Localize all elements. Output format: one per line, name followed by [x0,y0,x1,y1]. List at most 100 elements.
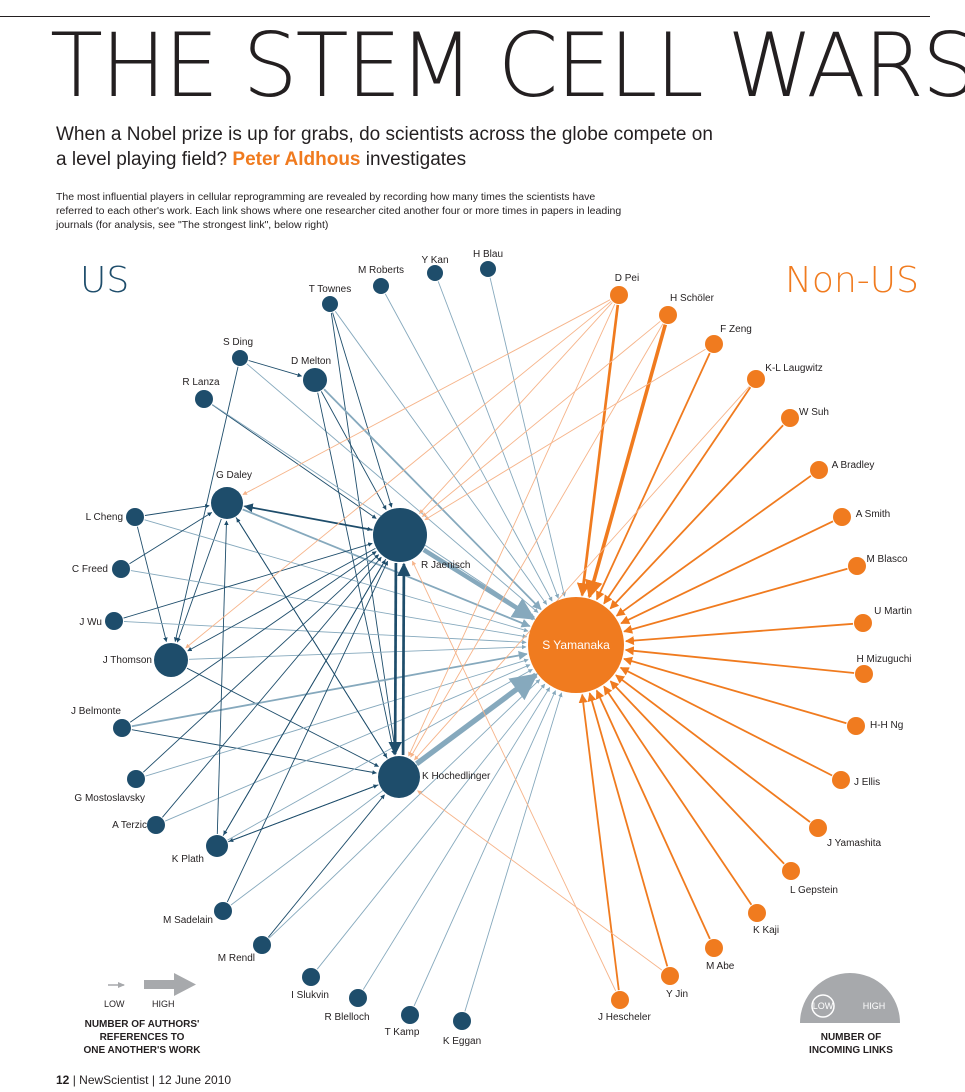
node-label-dpei: D Pei [615,273,639,284]
node-hblau[interactable] [480,261,496,277]
link-kllaugwitz-to-khochedlinger [414,386,750,761]
link-mabe-to-syamanaka [595,689,711,940]
legend-link-weight: LOW HIGH NUMBER OF AUTHORS' REFERENCES T… [83,973,201,1056]
link-jwu-to-syamanaka [123,621,527,645]
node-mroberts[interactable] [373,278,389,294]
link-aterzic-to-rjaenisch [162,556,382,818]
link-rlanza-to-syamanaka [212,404,535,618]
node-label-asmith: A Smith [856,509,890,520]
node-fzeng[interactable] [705,335,723,353]
link-tkamp-to-syamanaka [413,690,556,1007]
node-label-keggan: K Eggan [443,1036,481,1047]
link-rjaenisch-to-gdaley [243,503,373,531]
node-syamanaka[interactable] [528,597,624,693]
node-rblelloch[interactable] [349,989,367,1007]
node-label-dmelton: D Melton [291,356,331,367]
link-dpei-to-jthomson [185,300,612,649]
legend-low-arrowhead [118,982,125,988]
node-mrendl[interactable] [253,936,271,954]
node-islukvin[interactable] [302,968,320,986]
node-rlanza[interactable] [195,390,213,408]
node-tkamp[interactable] [401,1006,419,1024]
issue-date: 12 June 2010 [158,1073,232,1087]
link-khochedlinger-to-syamanaka [414,672,539,766]
node-umartin[interactable] [854,614,872,632]
link-cfreed-to-gdaley [129,512,213,565]
node-kllaugwitz[interactable] [747,370,765,388]
node-ttownes[interactable] [322,296,338,312]
link-dpei-to-rjaenisch [419,302,613,514]
subtitle-text: When a Nobel prize is up for grabs, do s… [56,124,713,170]
node-rjaenisch[interactable] [373,508,427,562]
node-label-umartin: U Martin [874,606,912,617]
node-label-mroberts: M Roberts [358,265,404,276]
link-jwu-to-rjaenisch [123,542,373,619]
node-jwu[interactable] [105,612,123,630]
node-jellis[interactable] [832,771,850,789]
link-mrendl-to-khochedlinger [267,794,385,938]
node-label-ttownes: T Townes [309,284,351,295]
node-kkaji[interactable] [748,904,766,922]
node-label-jyamashita: J Yamashita [827,838,882,849]
node-asmith[interactable] [833,508,851,526]
node-jyamashita[interactable] [809,819,827,837]
node-khochedlinger[interactable] [378,756,420,798]
node-jbelmonte[interactable] [113,719,131,737]
node-kplath[interactable] [206,835,228,857]
legend-node-high: HIGH [863,1001,886,1011]
node-wsuh[interactable] [781,409,799,427]
node-cfreed[interactable] [112,560,130,578]
node-gmostoslavsky[interactable] [127,770,145,788]
node-hhng[interactable] [847,717,865,735]
link-hblau-to-syamanaka [489,277,566,597]
link-jyamashita-to-syamanaka [615,674,811,823]
node-yjin[interactable] [661,967,679,985]
link-sding-to-dmelton [248,360,303,378]
link-lcheng-to-gdaley [144,504,210,516]
node-mabe[interactable] [705,939,723,957]
node-label-msadelain: M Sadelain [163,915,213,926]
link-yjin-to-khochedlinger [417,790,663,971]
legend-high-arrow [144,980,176,989]
node-label-mrendl: M Rendl [218,953,255,964]
node-hscholer[interactable] [659,306,677,324]
link-islukvin-to-syamanaka [316,683,546,970]
link-hhng-to-syamanaka [623,656,847,725]
node-ykan[interactable] [427,265,443,281]
node-mblasco[interactable] [848,557,866,575]
link-aterzic-to-syamanaka [165,664,531,822]
node-label-aterzic: A Terzic [112,820,147,831]
link-jellis-to-syamanaka [619,666,833,777]
node-label-mabe: M Abe [706,961,735,972]
node-aterzic[interactable] [147,816,165,834]
link-asmith-to-syamanaka [620,520,834,625]
node-dpei[interactable] [610,286,628,304]
node-dmelton[interactable] [303,368,327,392]
link-gmostoslavsky-to-rjaenisch [142,554,380,773]
node-lcheng[interactable] [126,508,144,526]
node-label-jellis: J Ellis [854,777,880,788]
node-msadelain[interactable] [214,902,232,920]
node-abradley[interactable] [810,461,828,479]
links-layer [123,277,855,1012]
node-gdaley[interactable] [211,487,243,519]
node-label-mblasco: M Blasco [866,554,908,565]
link-jthomson-to-khochedlinger [186,667,379,767]
page-title: THE STEM CELL WARS [50,14,965,117]
node-label-rblelloch: R Blelloch [324,1012,369,1023]
node-label-kkaji: K Kaji [753,925,779,936]
node-lgepstein[interactable] [782,862,800,880]
page-number: 12 [56,1073,70,1087]
link-msadelain-to-rjaenisch [226,560,389,903]
node-sding[interactable] [232,350,248,366]
legend-link-high: HIGH [152,999,175,1009]
link-umartin-to-syamanaka [625,622,854,646]
node-keggan[interactable] [453,1012,471,1030]
group-label-non-us: Non-US [785,260,919,301]
node-jthomson[interactable] [154,643,188,677]
node-hmizuguchi[interactable] [855,665,873,683]
node-label-abradley: A Bradley [832,460,875,471]
link-keggan-to-syamanaka [464,692,563,1012]
node-jhescheler[interactable] [611,991,629,1009]
